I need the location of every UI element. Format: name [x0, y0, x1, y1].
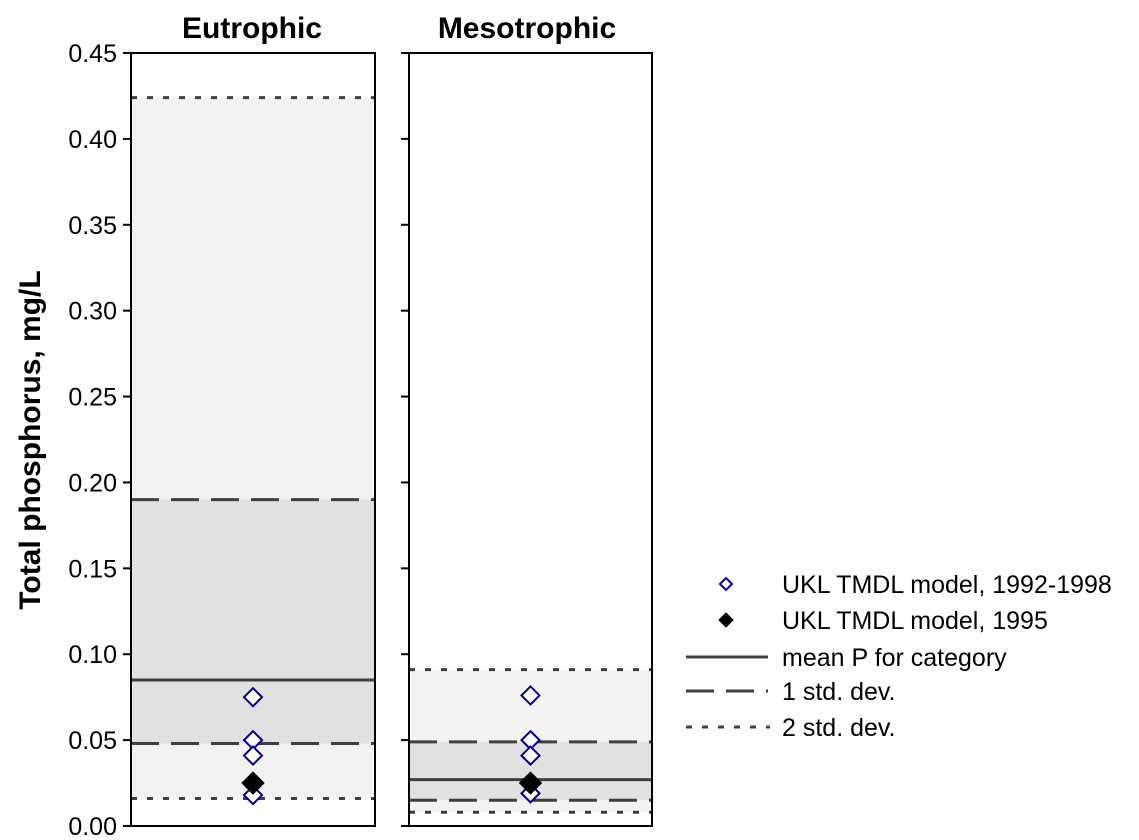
y-tick-label: 0.15	[68, 555, 117, 583]
panel-eutrophic	[130, 52, 376, 827]
y-tick-label: 0.10	[68, 641, 117, 669]
point-1995	[518, 771, 543, 795]
point-1992-1998	[520, 745, 541, 766]
y-tick-label: 0.35	[68, 212, 117, 240]
y-tick-label: 0.45	[68, 40, 117, 68]
y-tick-label: 0.40	[68, 126, 117, 154]
point-1992-1998	[242, 745, 264, 766]
point-1992-1998	[242, 686, 264, 708]
legend-open-diamond-icon	[718, 576, 734, 592]
legend-filled-diamond-icon	[718, 612, 734, 628]
y-tick-label: 0.05	[68, 727, 117, 755]
panel-title-mesotrophic: Mesotrophic	[438, 12, 616, 45]
panel-frame	[130, 52, 376, 827]
y-tick-label: 0.20	[68, 469, 117, 497]
panel-title-eutrophic: Eutrophic	[182, 12, 322, 45]
legend-label: 1 std. dev.	[782, 678, 896, 706]
panel-frame	[408, 52, 653, 827]
point-1992-1998	[242, 784, 264, 806]
y-axis: 0.00 0.05 0.10 0.15 0.20 0.25 0.30 0.35 0.40 0.45	[68, 40, 409, 840]
y-tick-label: 0.25	[68, 384, 117, 412]
legend-label: UKL TMDL model, 1992-1998	[782, 571, 1112, 599]
legend-label: UKL TMDL model, 1995	[782, 607, 1048, 635]
point-1995	[241, 771, 265, 795]
legend: UKL TMDL model, 1992-1998 UKL TMDL model,…	[686, 571, 1112, 742]
point-1992-1998	[520, 685, 541, 706]
legend-label: 2 std. dev.	[782, 714, 896, 742]
y-tick-label: 0.30	[68, 298, 117, 326]
legend-label: mean P for category	[782, 644, 1007, 672]
y-tick-label: 0.00	[68, 813, 117, 840]
panel-mesotrophic	[408, 52, 653, 827]
y-axis-title: Total phosphorus, mg/L	[14, 270, 47, 609]
